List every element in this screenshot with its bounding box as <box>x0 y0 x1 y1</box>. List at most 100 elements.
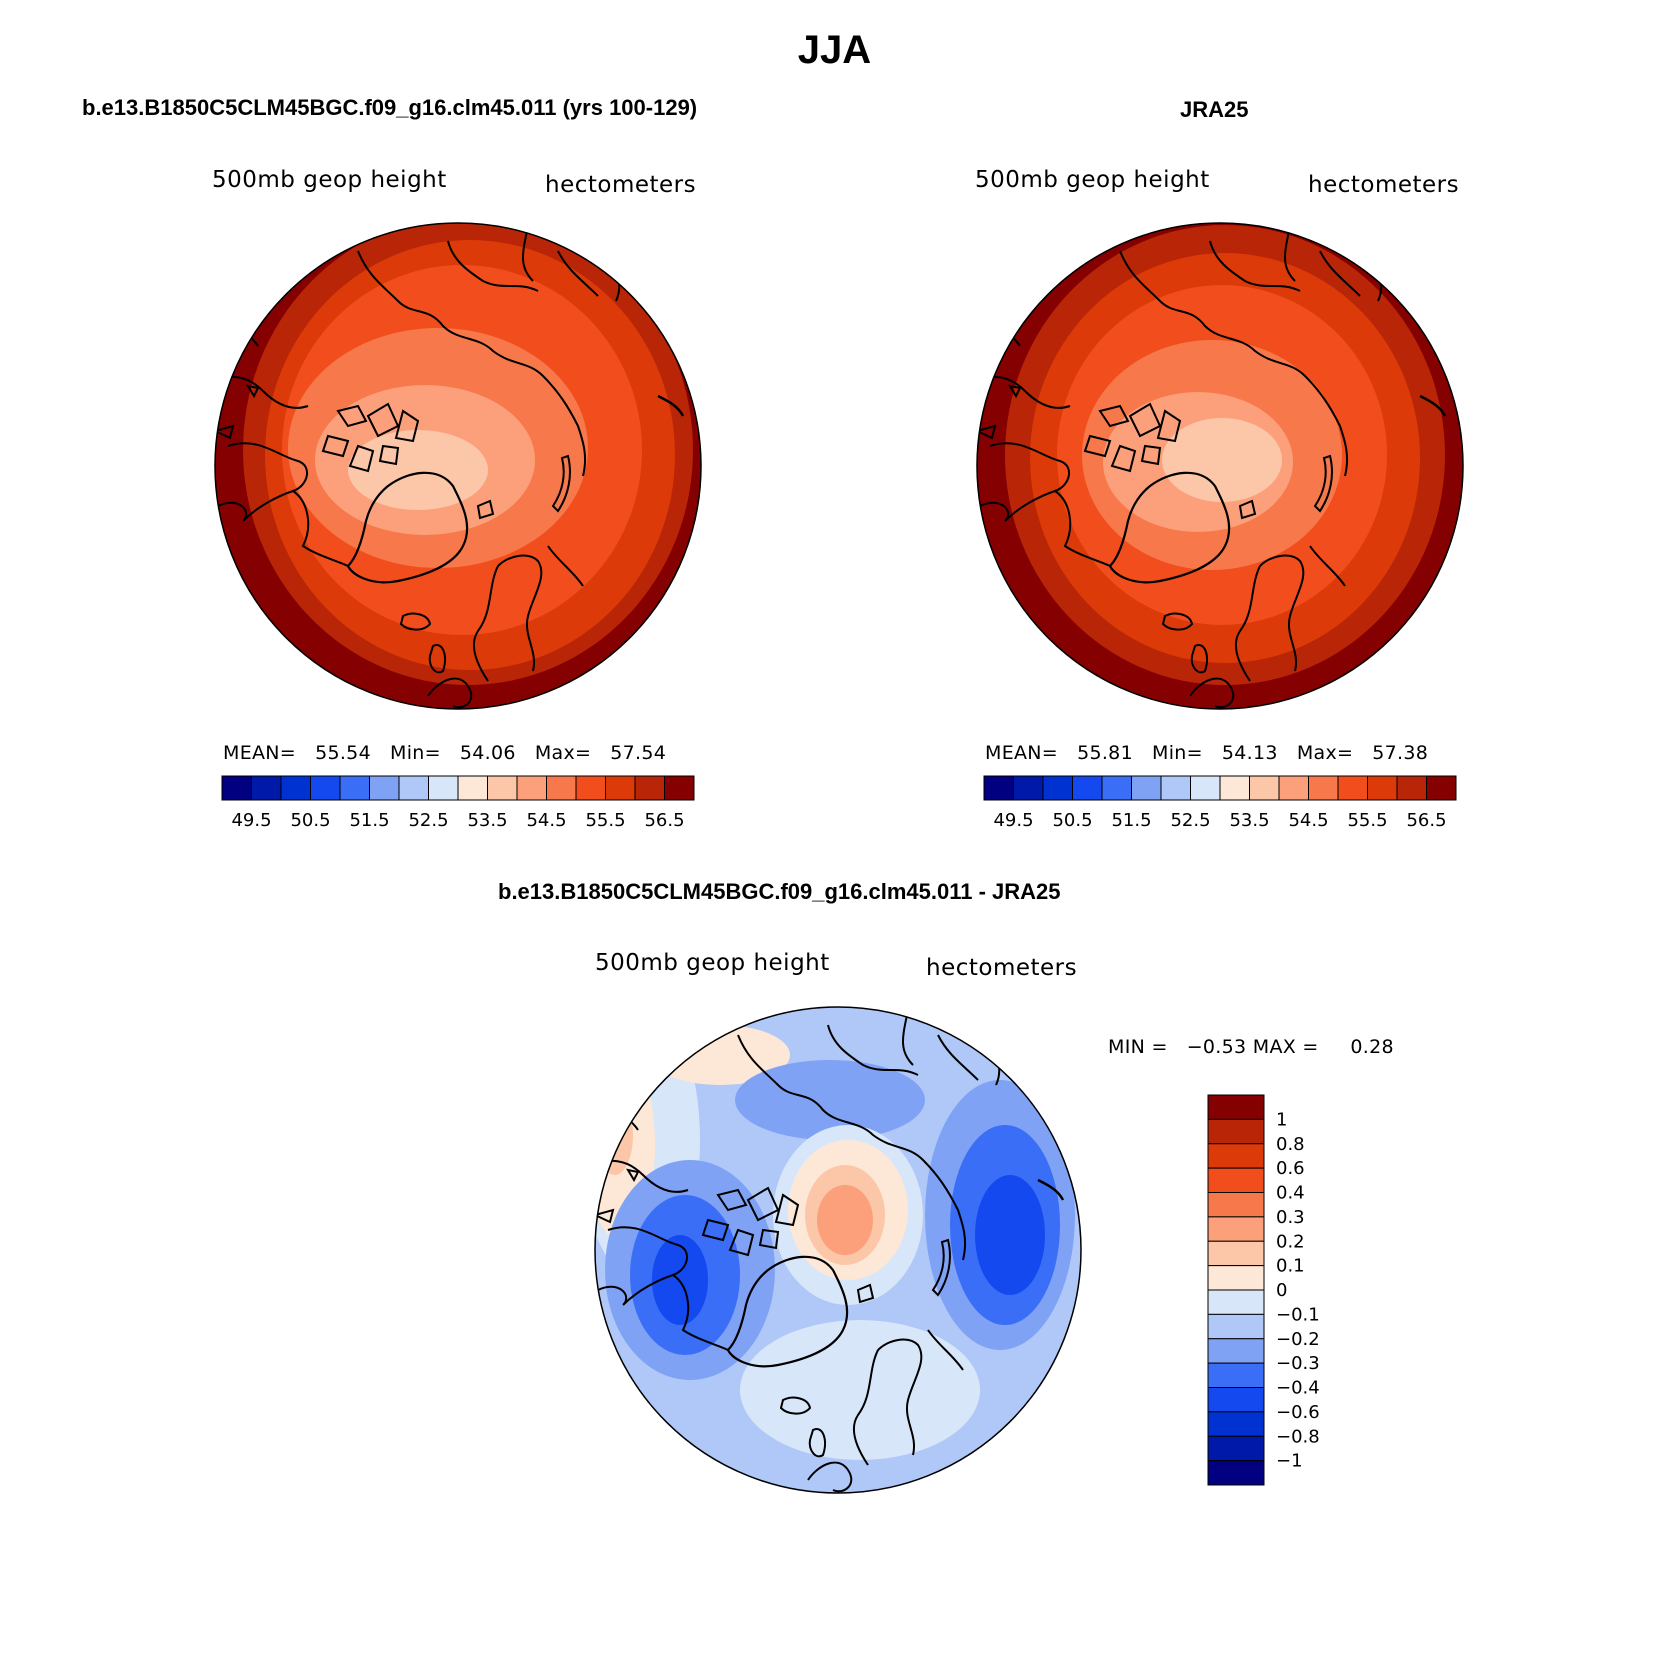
model-colorbar-swatch <box>634 775 665 801</box>
obs-min-value: 54.13 <box>1221 742 1278 764</box>
obs-colorbar-swatch <box>1101 775 1132 801</box>
model-colorbar-tick-label: 56.5 <box>644 810 684 831</box>
diff-colorbar-swatch <box>1207 1313 1265 1340</box>
model-colorbar-tick-label: 49.5 <box>231 810 271 831</box>
diff-map-border <box>594 1006 1082 1494</box>
obs-colorbar-tick-label: 52.5 <box>1170 810 1210 831</box>
obs-colorbar-swatch <box>1190 775 1221 801</box>
diff-colorbar-swatch <box>1207 1411 1265 1437</box>
model-colorbar-swatch <box>251 775 282 801</box>
diff-colorbar-swatch <box>1207 1460 1265 1486</box>
obs-colorbar-swatch <box>1042 775 1073 801</box>
model-colorbar-tick-label: 50.5 <box>290 810 330 831</box>
obs-map <box>977 223 1463 709</box>
obs-stats: MEAN= 55.81 Min= 54.13 Max= 57.38 <box>985 742 1428 764</box>
diff-colorbar-swatch <box>1207 1240 1265 1267</box>
diff-colorbar-swatch <box>1207 1338 1265 1364</box>
obs-colorbar-swatch <box>1308 775 1339 801</box>
model-map-border <box>214 222 702 710</box>
obs-colorbar-tick-label: 55.5 <box>1347 810 1387 831</box>
diff-colorbar-swatch <box>1207 1192 1265 1218</box>
diff-colorbar-swatch <box>1207 1216 1265 1242</box>
model-colorbar-swatch <box>428 775 459 801</box>
obs-map-border <box>976 222 1464 710</box>
obs-colorbar-swatch <box>1013 775 1044 801</box>
obs-mean-label: MEAN= <box>985 742 1059 764</box>
diff-colorbar-swatch <box>1207 1387 1265 1413</box>
diff-colorbar-tick-label: 0.6 <box>1276 1158 1305 1179</box>
diff-colorbar-tick-label: −0.2 <box>1276 1329 1320 1350</box>
obs-colorbar-tick-label: 49.5 <box>993 810 1033 831</box>
diff-colorbar-swatch <box>1207 1435 1265 1462</box>
obs-colorbar-swatch <box>1131 775 1162 801</box>
model-stats: MEAN= 55.54 Min= 54.06 Max= 57.54 <box>223 742 666 764</box>
obs-colorbar-tick-label: 54.5 <box>1288 810 1328 831</box>
model-colorbar: 49.5 50.5 51.5 52.5 53.5 54.5 55.5 56.5 <box>221 775 695 831</box>
diff-colorbar-tick-label: 0.4 <box>1276 1183 1305 1204</box>
model-units-label: hectometers <box>545 172 697 198</box>
model-colorbar-swatch <box>664 775 695 801</box>
model-colorbar-swatch <box>280 775 311 801</box>
model-colorbar-tick-label: 52.5 <box>408 810 448 831</box>
model-mean-label: MEAN= <box>223 742 297 764</box>
diff-colorbar-swatch <box>1207 1362 1265 1388</box>
obs-colorbar: 49.5 50.5 51.5 52.5 53.5 54.5 55.5 56.5 <box>983 775 1457 831</box>
diff-colorbar-tick-label: −0.1 <box>1276 1304 1320 1325</box>
diff-variable-label: 500mb geop height <box>595 950 830 976</box>
obs-max-value: 57.38 <box>1372 742 1429 764</box>
model-colorbar-tick-label: 54.5 <box>526 810 566 831</box>
obs-colorbar-swatch <box>983 775 1014 801</box>
diff-colorbar-tick-label: 0.1 <box>1276 1256 1305 1277</box>
model-colorbar-tick-label: 53.5 <box>467 810 507 831</box>
model-colorbar-tick-label: 55.5 <box>585 810 625 831</box>
obs-panel-title: JRA25 <box>1180 97 1249 122</box>
diff-colorbar-tick-label: 1 <box>1276 1109 1287 1130</box>
diff-max-label: MAX = <box>1252 1036 1319 1058</box>
diff-max-value: 0.28 <box>1350 1036 1394 1058</box>
obs-variable-label: 500mb geop height <box>975 167 1210 193</box>
obs-colorbar-swatch <box>1072 775 1103 801</box>
diff-colorbar-swatch <box>1207 1094 1265 1120</box>
model-map <box>215 223 701 709</box>
diff-colorbar-swatch <box>1207 1118 1265 1145</box>
model-colorbar-swatch <box>487 775 518 801</box>
diff-colorbar-tick-label: 0 <box>1276 1280 1287 1301</box>
obs-colorbar-swatch <box>1367 775 1398 801</box>
diff-colorbar-tick-label: 0.3 <box>1276 1207 1305 1228</box>
model-colorbar-swatch <box>310 775 341 801</box>
model-min-label: Min= <box>390 742 441 764</box>
obs-colorbar-swatch <box>1219 775 1250 801</box>
model-colorbar-tick-label: 51.5 <box>349 810 389 831</box>
model-colorbar-swatch <box>457 775 488 801</box>
diff-colorbar: 1 0.8 0.6 0.4 0.3 0.2 0.1 0 −0.1 −0.2 −0.3 −0.4 −0.6… <box>1207 1094 1320 1486</box>
model-mean-value: 55.54 <box>315 742 371 764</box>
obs-mean-value: 55.81 <box>1077 742 1133 764</box>
obs-colorbar-swatch <box>1160 775 1191 801</box>
model-colorbar-swatch <box>546 775 577 801</box>
obs-colorbar-swatch <box>1249 775 1280 801</box>
diff-units-label: hectometers <box>926 955 1078 981</box>
obs-colorbar-swatch <box>1278 775 1309 801</box>
model-max-value: 57.54 <box>610 742 667 764</box>
obs-colorbar-tick-label: 53.5 <box>1229 810 1269 831</box>
diff-panel-title: b.e13.B1850C5CLM45BGC.f09_g16.clm45.011 … <box>498 879 1061 904</box>
diff-colorbar-tick-label: 0.8 <box>1276 1134 1305 1155</box>
obs-min-label: Min= <box>1152 742 1203 764</box>
diff-colorbar-swatch <box>1207 1167 1265 1193</box>
obs-colorbar-swatch <box>1337 775 1368 801</box>
obs-units-label: hectometers <box>1308 172 1460 198</box>
diff-min-value: −0.53 <box>1186 1036 1247 1058</box>
diff-colorbar-swatch <box>1207 1265 1265 1291</box>
model-colorbar-swatch <box>575 775 606 801</box>
model-colorbar-swatch <box>516 775 547 801</box>
model-colorbar-swatch <box>339 775 370 801</box>
obs-colorbar-tick-label: 50.5 <box>1052 810 1092 831</box>
obs-colorbar-tick-label: 51.5 <box>1111 810 1151 831</box>
model-colorbar-swatch <box>369 775 400 801</box>
diff-stats: MIN = −0.53 MAX = 0.28 <box>1108 1036 1394 1058</box>
model-colorbar-swatch <box>398 775 429 801</box>
obs-colorbar-swatch <box>1396 775 1427 801</box>
diff-colorbar-swatch <box>1207 1143 1265 1169</box>
model-panel-title: b.e13.B1850C5CLM45BGC.f09_g16.clm45.011 … <box>82 95 698 120</box>
obs-max-label: Max= <box>1296 742 1354 764</box>
